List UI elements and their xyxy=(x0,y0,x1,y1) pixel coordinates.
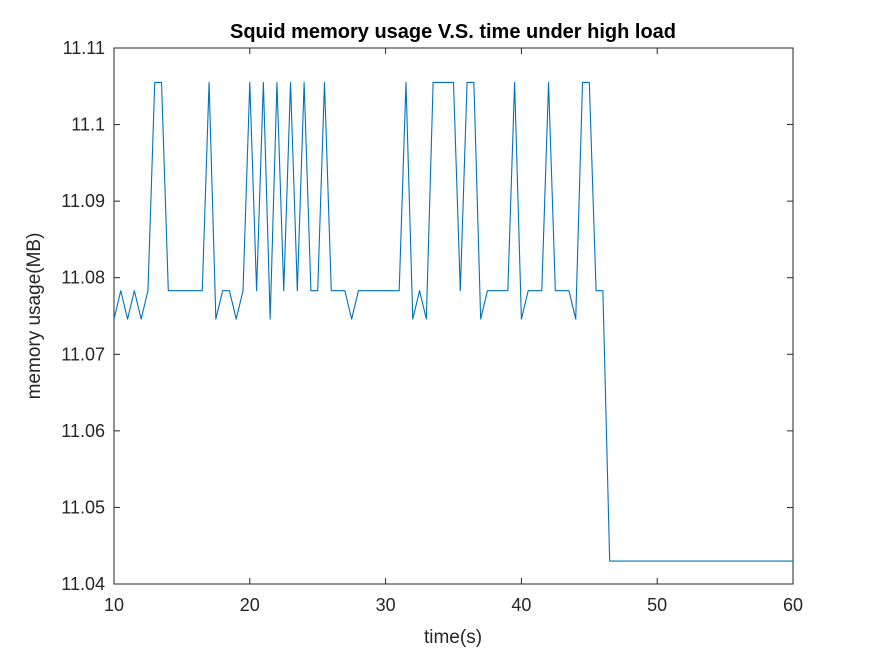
plot-area: 10 20 30 40 50 60 11.04 11.05 11.06 11.07 11.08 11.… xyxy=(61,38,803,615)
x-tick-label: 20 xyxy=(240,595,260,615)
y-tick-label: 11.08 xyxy=(61,268,105,288)
y-tick-label: 11.04 xyxy=(61,574,105,594)
axes-box xyxy=(113,47,794,585)
series-line xyxy=(113,81,793,562)
y-tick-label: 11.1 xyxy=(71,115,105,135)
y-tick-label: 11.06 xyxy=(61,421,105,441)
x-tick-label: 40 xyxy=(511,595,531,615)
x-tick-label: 30 xyxy=(376,595,396,615)
y-tick-label: 11.11 xyxy=(63,38,105,58)
x-axis-label: time(s) xyxy=(424,627,482,648)
y-axis-label: memory usage(MB) xyxy=(24,233,45,400)
x-tick-label: 50 xyxy=(647,595,667,615)
x-tick-label: 10 xyxy=(104,595,124,615)
y-tick-label: 11.05 xyxy=(61,497,105,517)
y-tick-label: 11.07 xyxy=(61,344,105,364)
x-tick-label: 60 xyxy=(783,595,803,615)
chart-title: Squid memory usage V.S. time under high … xyxy=(230,21,676,43)
y-tick-label: 11.09 xyxy=(61,191,105,211)
